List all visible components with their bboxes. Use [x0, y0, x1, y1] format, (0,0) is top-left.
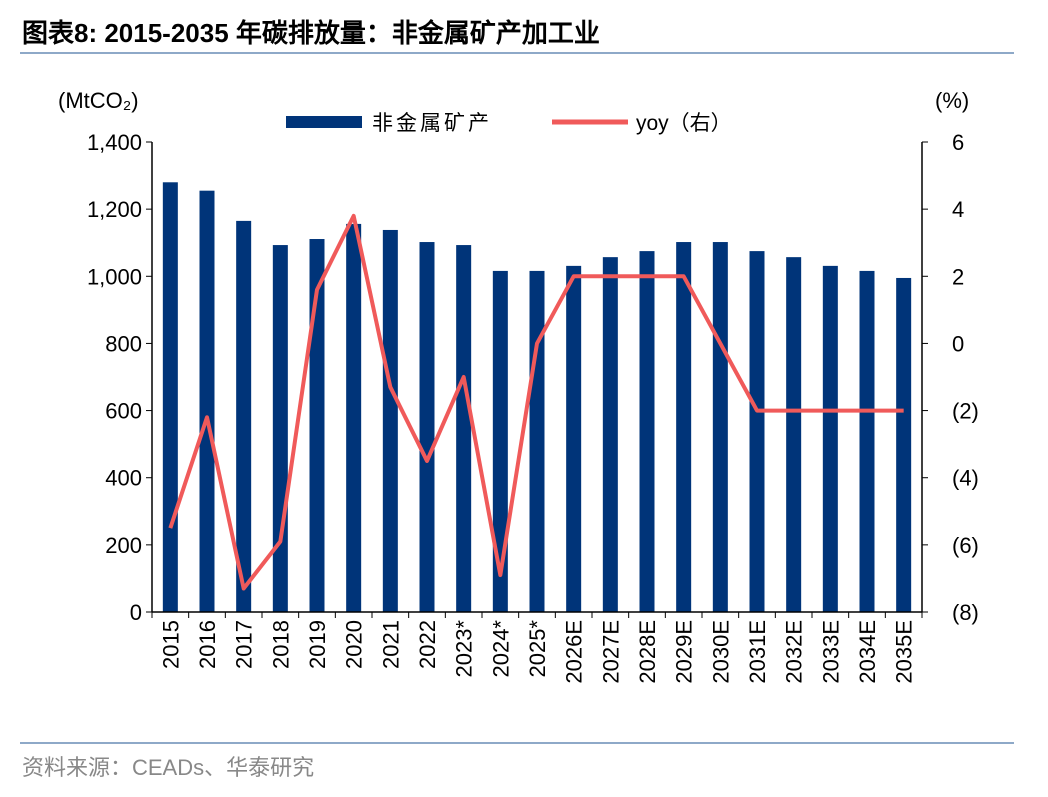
- x-tick-label: 2033E: [818, 620, 843, 684]
- right-axis-label: (%): [935, 88, 969, 113]
- left-tick-label: 400: [105, 466, 142, 491]
- x-tick-label: 2026E: [562, 620, 587, 684]
- x-tick-label: 2028E: [635, 620, 660, 684]
- x-tick-label: 2027E: [598, 620, 623, 684]
- left-tick-label: 0: [130, 600, 142, 625]
- bar-2015: [163, 182, 178, 612]
- chart-title: 图表8: 2015-2035 年碳排放量：非金属矿产加工业: [22, 18, 600, 48]
- left-tick-label: 200: [105, 533, 142, 558]
- x-tick-label: 2017: [232, 620, 257, 669]
- x-tick-label: 2020: [342, 620, 367, 669]
- right-tick-label: 6: [952, 130, 964, 155]
- right-tick-label: (8): [952, 600, 979, 625]
- bar-2022: [420, 242, 435, 612]
- legend-bar-swatch: [286, 116, 362, 128]
- x-tick-label: 2031E: [745, 620, 770, 684]
- bar-2035E: [896, 278, 911, 612]
- bar-2034E: [860, 271, 875, 612]
- bar-2028E: [640, 251, 655, 612]
- bar-2016: [200, 191, 215, 612]
- right-tick-label: (2): [952, 399, 979, 424]
- bar-2027E: [603, 257, 618, 612]
- x-tick-label: 2029E: [672, 620, 697, 684]
- bar-2031E: [750, 251, 765, 612]
- legend-bar-label: 非金属矿产: [372, 112, 492, 135]
- bar-2025*: [530, 271, 545, 612]
- x-tick-label: 2019: [305, 620, 330, 669]
- left-tick-label: 800: [105, 331, 142, 356]
- x-tick-label: 2015: [158, 620, 183, 669]
- left-tick-label: 600: [105, 399, 142, 424]
- legend-line-label: yoy（右）: [636, 112, 732, 135]
- bar-2023*: [456, 245, 471, 612]
- bar-2017: [236, 221, 251, 612]
- bar-2032E: [786, 257, 801, 612]
- right-tick-label: (4): [952, 466, 979, 491]
- bar-2020: [346, 224, 361, 612]
- right-tick-label: 2: [952, 264, 964, 289]
- bar-2029E: [676, 242, 691, 612]
- x-tick-label: 2016: [195, 620, 220, 669]
- x-tick-label: 2035E: [892, 620, 917, 684]
- bar-2021: [383, 230, 398, 612]
- x-tick-label: 2034E: [855, 620, 880, 684]
- left-tick-label: 1,200: [87, 197, 142, 222]
- left-tick-label: 1,000: [87, 264, 142, 289]
- x-tick-label: 2032E: [782, 620, 807, 684]
- bar-2026E: [566, 266, 581, 612]
- right-tick-label: (6): [952, 533, 979, 558]
- bar-2030E: [713, 242, 728, 612]
- x-tick-label: 2021: [378, 620, 403, 669]
- source-note: 资料来源：CEADs、华泰研究: [22, 755, 314, 780]
- x-tick-label: 2025*: [525, 620, 550, 678]
- right-tick-label: 4: [952, 197, 964, 222]
- x-tick-label: 2023*: [452, 620, 477, 678]
- left-axis-label: (MtCO₂): [58, 88, 139, 113]
- x-tick-label: 2018: [268, 620, 293, 669]
- x-tick-label: 2030E: [708, 620, 733, 684]
- bar-2024*: [493, 271, 508, 612]
- left-tick-label: 1,400: [87, 130, 142, 155]
- bar-2018: [273, 245, 288, 612]
- legend: 非金属矿产 yoy（右）: [286, 112, 732, 135]
- bar-2033E: [823, 266, 838, 612]
- x-tick-label: 2022: [415, 620, 440, 669]
- x-tick-label: 2024*: [488, 620, 513, 678]
- right-tick-label: 0: [952, 331, 964, 356]
